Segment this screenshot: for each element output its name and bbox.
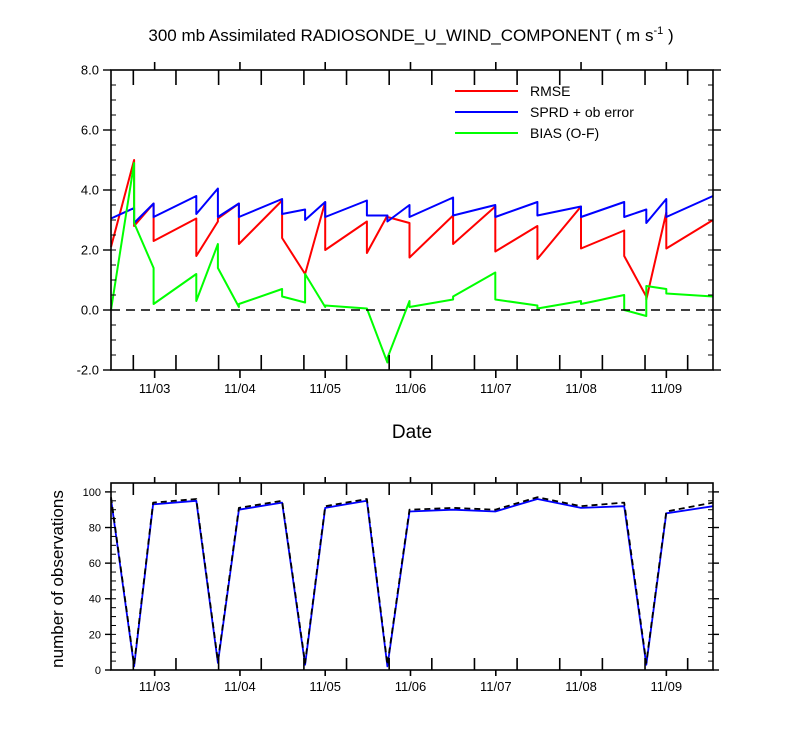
y-tick-label: 100 bbox=[83, 487, 101, 499]
y-tick-label: 2.0 bbox=[81, 243, 99, 258]
y-tick-label: 6.0 bbox=[81, 123, 99, 138]
series-line-observations-possible bbox=[110, 496, 714, 666]
y-tick-label: 80 bbox=[89, 522, 101, 534]
x-tick-label: 11/08 bbox=[565, 381, 597, 396]
x-tick-label: 11/08 bbox=[565, 679, 597, 694]
x-axis-label: Date bbox=[392, 422, 432, 443]
top-chart: 300 mb Assimilated RADIOSONDE_U_WIND_COM… bbox=[77, 25, 721, 443]
x-tick-label: 11/09 bbox=[651, 381, 683, 396]
chart-title-main: 300 mb Assimilated RADIOSONDE_U_WIND_COM… bbox=[148, 26, 653, 45]
y-tick-label: 40 bbox=[89, 594, 101, 606]
x-tick-label: 11/06 bbox=[395, 381, 427, 396]
y-axis-label-observations: number of observations bbox=[48, 490, 67, 668]
x-tick-label: 11/07 bbox=[480, 679, 512, 694]
series-line-bias-o-f bbox=[110, 162, 714, 364]
y-tick-label: 0 bbox=[95, 665, 101, 677]
chart-title-exponent: -1 bbox=[653, 25, 663, 37]
series-line-rmse bbox=[110, 159, 714, 301]
y-tick-label: 4.0 bbox=[81, 183, 99, 198]
series-line-sprd-ob-error bbox=[110, 187, 714, 224]
x-tick-label: 11/05 bbox=[309, 381, 341, 396]
x-tick-label: 11/04 bbox=[224, 679, 256, 694]
y-tick-label: 0.0 bbox=[81, 303, 99, 318]
x-tick-label: 11/05 bbox=[309, 679, 341, 694]
x-tick-label: 11/07 bbox=[480, 381, 512, 396]
plot-frame bbox=[110, 482, 714, 671]
bottom-axes-layer: 0 20 40 60 80 100 11/03 11/04 11/05 11/06 11/07 11/… bbox=[83, 477, 719, 694]
x-tick-label: 11/06 bbox=[395, 679, 427, 694]
legend-label-rmse: RMSE bbox=[530, 83, 570, 99]
series-line-observations-used bbox=[110, 498, 714, 668]
x-tick-label: 11/03 bbox=[139, 679, 171, 694]
y-tick-label: 20 bbox=[89, 629, 101, 641]
legend-label-bias-o-f: BIAS (O-F) bbox=[530, 125, 599, 141]
top-series-layer bbox=[110, 159, 714, 364]
x-tick-label: 11/09 bbox=[651, 679, 683, 694]
x-tick-label: 11/04 bbox=[224, 381, 256, 396]
x-tick-label: 11/03 bbox=[139, 381, 171, 396]
top-axes-layer: -2.0 0.0 2.0 4.0 6.0 8.0 11/03 11/04 11/05 11/06 1… bbox=[77, 62, 721, 396]
legend: RMSE SPRD + ob error BIAS (O-F) bbox=[455, 83, 634, 141]
bottom-series-layer bbox=[110, 496, 714, 668]
chart-title: 300 mb Assimilated RADIOSONDE_U_WIND_COM… bbox=[148, 25, 673, 45]
y-tick-label: 8.0 bbox=[81, 63, 99, 78]
chart-title-close: ) bbox=[663, 26, 673, 45]
y-tick-label: -2.0 bbox=[77, 363, 99, 378]
bottom-chart: 0 20 40 60 80 100 11/03 11/04 11/05 11/06 11/07 11/… bbox=[48, 477, 719, 694]
y-tick-label: 60 bbox=[89, 558, 101, 570]
legend-label-sprd-ob-error: SPRD + ob error bbox=[530, 104, 634, 120]
